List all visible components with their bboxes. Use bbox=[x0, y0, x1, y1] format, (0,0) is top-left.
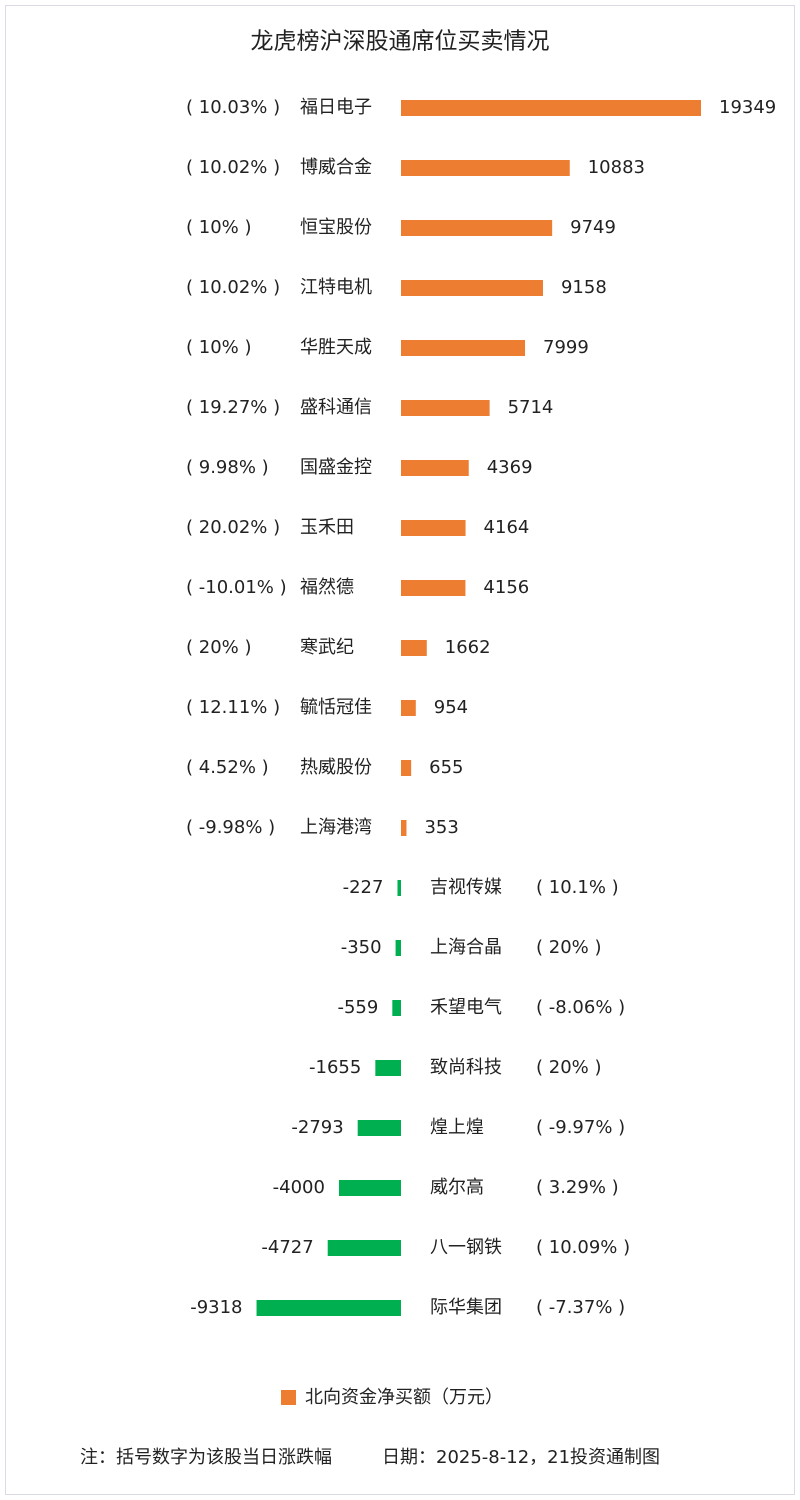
bar bbox=[395, 940, 401, 956]
value-label: 7999 bbox=[543, 337, 589, 358]
value-label: 4369 bbox=[487, 457, 533, 478]
category-label: 福然德 bbox=[300, 577, 354, 598]
bar bbox=[401, 640, 427, 656]
value-label: 19349 bbox=[719, 97, 776, 118]
category-label: 热威股份 bbox=[300, 757, 372, 778]
category-label: 致尚科技 bbox=[430, 1057, 502, 1078]
change-label: ( 10.03% ) bbox=[186, 97, 280, 118]
category-label: 上海合晶 bbox=[430, 937, 502, 958]
note: 注：括号数字为该股当日涨跌幅 bbox=[80, 1447, 332, 1468]
change-label: ( 9.98% ) bbox=[186, 457, 269, 478]
frame bbox=[5, 5, 795, 1495]
change-label: ( 10.02% ) bbox=[186, 277, 280, 298]
change-label: ( -8.06% ) bbox=[536, 997, 625, 1018]
value-label: 4156 bbox=[483, 577, 529, 598]
change-label: ( 12.11% ) bbox=[186, 697, 280, 718]
category-label: 福日电子 bbox=[300, 97, 372, 118]
bar bbox=[327, 1240, 401, 1256]
change-label: ( 10.1% ) bbox=[536, 877, 619, 898]
category-label: 煌上煌 bbox=[430, 1117, 484, 1138]
change-label: ( 10.09% ) bbox=[536, 1237, 630, 1258]
legend-label: 北向资金净买额（万元） bbox=[305, 1387, 503, 1408]
bar bbox=[401, 340, 526, 356]
bar bbox=[401, 520, 466, 536]
value-label: -1655 bbox=[309, 1057, 361, 1078]
category-label: 玉禾田 bbox=[300, 517, 354, 538]
change-label: ( 20% ) bbox=[536, 937, 602, 958]
value-label: 954 bbox=[434, 697, 468, 718]
value-label: -2793 bbox=[291, 1117, 343, 1138]
bar bbox=[401, 760, 412, 776]
bar bbox=[338, 1180, 401, 1196]
value-label: 655 bbox=[429, 757, 463, 778]
value-label: -9318 bbox=[190, 1297, 242, 1318]
category-label: 威尔高 bbox=[430, 1177, 484, 1198]
change-label: ( 20% ) bbox=[536, 1057, 602, 1078]
change-label: ( 19.27% ) bbox=[186, 397, 280, 418]
source: 日期：2025-8-12，21投资通制图 bbox=[382, 1447, 660, 1468]
bar bbox=[401, 220, 553, 236]
bar bbox=[401, 700, 416, 716]
value-label: -227 bbox=[343, 877, 384, 898]
category-label: 上海港湾 bbox=[300, 817, 372, 838]
value-label: 4164 bbox=[484, 517, 530, 538]
change-label: ( 20.02% ) bbox=[186, 517, 280, 538]
bar bbox=[401, 460, 469, 476]
change-label: ( -9.97% ) bbox=[536, 1117, 625, 1138]
category-label: 寒武纪 bbox=[300, 637, 354, 658]
category-label: 吉视传媒 bbox=[430, 877, 502, 898]
change-label: ( 20% ) bbox=[186, 637, 252, 658]
bar bbox=[357, 1120, 401, 1136]
value-label: 353 bbox=[424, 817, 458, 838]
category-label: 江特电机 bbox=[300, 277, 372, 298]
change-label: ( 10% ) bbox=[186, 337, 252, 358]
category-label: 毓恬冠佳 bbox=[300, 697, 372, 718]
category-label: 盛科通信 bbox=[300, 397, 372, 418]
bar bbox=[397, 880, 401, 896]
category-label: 八一钢铁 bbox=[430, 1237, 502, 1258]
value-label: -559 bbox=[337, 997, 378, 1018]
change-label: ( -10.01% ) bbox=[186, 577, 287, 598]
category-label: 际华集团 bbox=[430, 1297, 502, 1318]
value-label: 9749 bbox=[570, 217, 616, 238]
bar bbox=[401, 280, 543, 296]
bar bbox=[401, 100, 701, 116]
category-label: 禾望电气 bbox=[430, 997, 502, 1018]
value-label: 10883 bbox=[588, 157, 645, 178]
category-label: 华胜天成 bbox=[300, 337, 372, 358]
bar bbox=[401, 160, 570, 176]
value-label: -4727 bbox=[261, 1237, 313, 1258]
value-label: -350 bbox=[341, 937, 382, 958]
bar bbox=[401, 580, 466, 596]
change-label: ( 10.02% ) bbox=[186, 157, 280, 178]
bar bbox=[401, 400, 490, 416]
chart-title: 龙虎榜沪深股通席位买卖情况 bbox=[251, 29, 550, 55]
bar bbox=[375, 1060, 401, 1076]
value-label: 1662 bbox=[445, 637, 491, 658]
bar bbox=[256, 1300, 401, 1316]
category-label: 博威合金 bbox=[300, 157, 372, 178]
change-label: ( -7.37% ) bbox=[536, 1297, 625, 1318]
category-label: 恒宝股份 bbox=[300, 217, 372, 238]
bar bbox=[401, 820, 407, 836]
value-label: 5714 bbox=[508, 397, 554, 418]
change-label: ( 3.29% ) bbox=[536, 1177, 619, 1198]
value-label: 9158 bbox=[561, 277, 607, 298]
change-label: ( 4.52% ) bbox=[186, 757, 269, 778]
category-label: 国盛金控 bbox=[300, 457, 372, 478]
change-label: ( -9.98% ) bbox=[186, 817, 275, 838]
legend-swatch bbox=[281, 1390, 296, 1405]
value-label: -4000 bbox=[273, 1177, 325, 1198]
bar bbox=[392, 1000, 401, 1016]
change-label: ( 10% ) bbox=[186, 217, 252, 238]
